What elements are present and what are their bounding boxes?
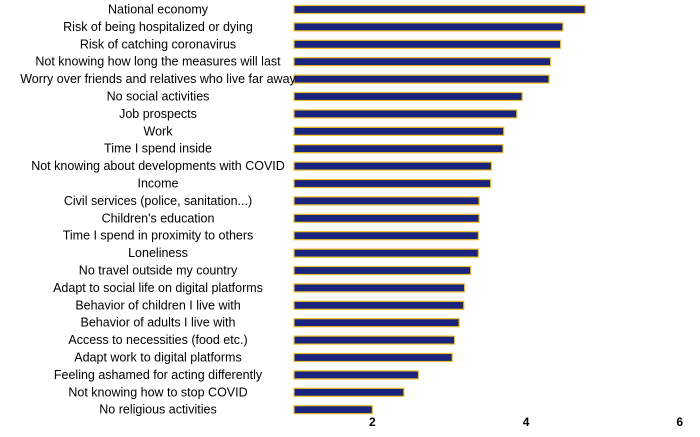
bar [293, 178, 492, 189]
category-label: Feeling ashamed for acting differently [54, 368, 263, 382]
category-label: Adapt to social life on digital platform… [53, 281, 263, 295]
category-label: Not knowing how to stop COVID [68, 385, 247, 399]
category-label: Income [138, 177, 179, 191]
category-label: Work [144, 124, 174, 138]
bar [293, 370, 420, 380]
bar [293, 300, 465, 310]
category-label: Behavior of children I live with [75, 298, 240, 312]
x-tick-label: 6 [676, 415, 683, 429]
bar [293, 161, 493, 171]
category-label: Adapt work to digital platforms [74, 351, 241, 365]
bar [293, 126, 505, 136]
bar [293, 405, 373, 415]
bar [293, 352, 453, 363]
bar [293, 213, 480, 223]
category-label: Time I spend in proximity to others [63, 229, 254, 243]
bar [293, 109, 518, 119]
bar [293, 74, 550, 84]
bar [293, 144, 504, 154]
category-label: Access to necessities (food etc.) [68, 333, 247, 347]
bar [293, 387, 405, 397]
category-label: No social activities [107, 90, 210, 104]
bars-layer [293, 4, 586, 415]
bar [293, 196, 480, 206]
bar [293, 283, 466, 293]
category-label: Not knowing how long the measures will l… [35, 55, 281, 69]
bar [293, 57, 552, 67]
bar [293, 91, 523, 102]
category-label: Time I spend inside [104, 142, 212, 156]
category-label: Loneliness [128, 246, 188, 260]
bar [293, 335, 456, 345]
x-tick-label: 4 [523, 415, 530, 429]
category-label: National economy [108, 3, 209, 17]
category-label: Civil services (police, sanitation...) [64, 194, 252, 208]
category-label: Risk of catching coronavirus [80, 37, 236, 51]
category-labels: National economy Risk of being hospitaliz… [20, 3, 296, 417]
bar [293, 265, 472, 276]
category-label: No religious activities [99, 403, 216, 417]
x-tick-label: 2 [369, 415, 376, 429]
category-label: Worry over friends and relatives who liv… [20, 72, 296, 86]
bar [293, 4, 586, 15]
category-label: Not knowing about developments with COVI… [31, 159, 285, 173]
category-label: Children's education [102, 211, 215, 225]
bar [293, 318, 460, 328]
bar [293, 231, 479, 241]
bar [293, 248, 479, 258]
bar [293, 22, 564, 32]
category-label: Behavior of adults I live with [81, 316, 236, 330]
category-label: No travel outside my country [79, 264, 238, 278]
bar [293, 39, 562, 49]
category-label: Job prospects [119, 107, 197, 121]
x-axis-ticks: 2 4 6 [369, 415, 683, 429]
category-label: Risk of being hospitalized or dying [63, 20, 253, 34]
